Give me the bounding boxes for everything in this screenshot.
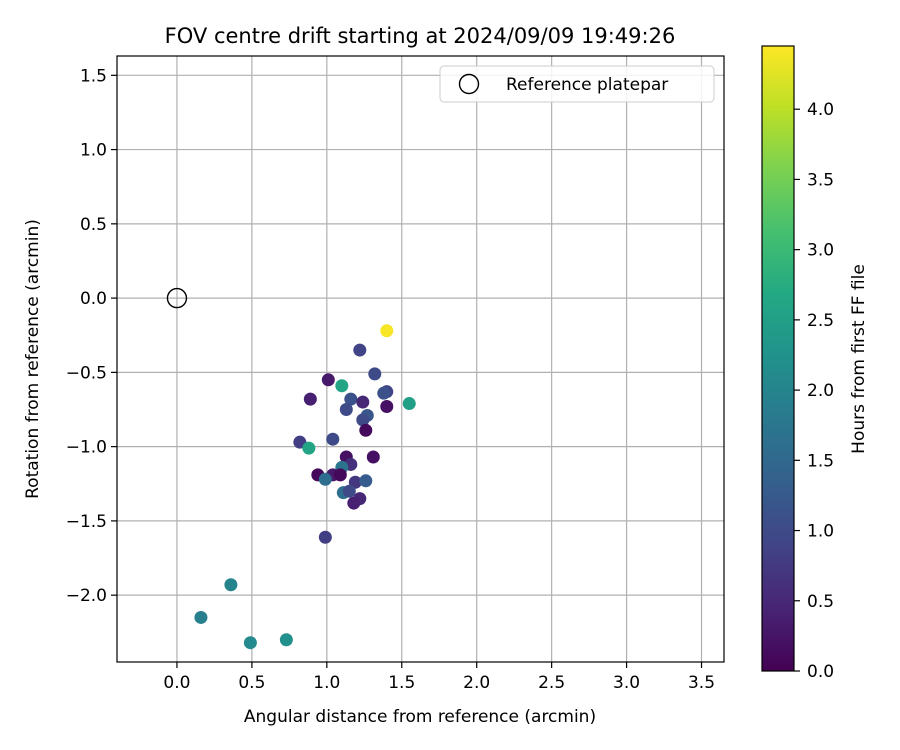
data-point (335, 379, 349, 393)
colorbar-label: Hours from first FF file (849, 264, 869, 454)
chart-title: FOV centre drift starting at 2024/09/09 … (165, 24, 676, 48)
legend-box (439, 65, 715, 103)
y-axis-label: Rotation from reference (arcmin) (23, 219, 43, 499)
legend-label-reference: Reference platepar (506, 75, 668, 95)
x-axis-ticks: 0.0 0.5 1.0 1.5 2.0 2.5 3.0 3.5 (163, 662, 715, 693)
data-point (318, 472, 332, 486)
legend-marker-reference (458, 73, 480, 95)
data-point (344, 392, 358, 406)
data-point (321, 373, 335, 387)
colorbar-ticks: 0.0 0.5 1.0 1.5 2.0 2.5 3.0 3.5 4.0 (794, 100, 834, 682)
reference-platepar-marker (166, 287, 188, 309)
data-point (194, 610, 208, 624)
y-tick-label: 1.5 (80, 66, 107, 86)
data-point (356, 395, 370, 409)
x-tick-label: 0.5 (238, 673, 265, 693)
colorbar-gradient (761, 45, 795, 672)
data-point (339, 403, 353, 416)
data-point (380, 324, 394, 338)
colorbar-tick-label: 1.0 (807, 522, 834, 542)
colorbar-tick-label: 3.0 (807, 241, 834, 261)
data-point (279, 633, 293, 647)
data-point (359, 423, 373, 437)
data-point (356, 413, 370, 427)
colorbar-tick-label: 3.5 (807, 170, 834, 190)
x-tick-label: 1.0 (313, 673, 340, 693)
data-point (302, 441, 316, 455)
colorbar-tick-label: 0.5 (807, 592, 834, 612)
y-tick-label: −1.5 (66, 512, 107, 532)
x-tick-label: 2.5 (538, 673, 565, 693)
colorbar-tick-label: 0.0 (807, 662, 834, 682)
data-point (326, 432, 340, 446)
data-point (318, 530, 332, 544)
x-tick-label: 2.0 (463, 673, 490, 693)
data-point (347, 496, 361, 510)
data-point (342, 484, 356, 498)
data-point (303, 392, 317, 406)
y-axis-ticks: −2.0 −1.5 −1.0 −0.5 0.0 0.5 1.0 1.5 (66, 66, 117, 606)
colorbar-tick-label: 2.5 (807, 311, 834, 331)
plot-frame (116, 55, 725, 663)
x-tick-label: 3.5 (688, 673, 715, 693)
data-point (366, 450, 380, 464)
data-point (224, 578, 238, 592)
y-tick-label: −1.0 (66, 438, 107, 458)
y-tick-label: 0.5 (80, 215, 107, 235)
data-point (243, 636, 257, 650)
colorbar-tick-label: 1.5 (807, 451, 834, 471)
y-tick-label: 1.0 (80, 141, 107, 161)
x-tick-label: 0.0 (163, 673, 190, 693)
data-point (333, 468, 347, 482)
data-points (194, 324, 416, 650)
colorbar: 0.0 0.5 1.0 1.5 2.0 2.5 3.0 3.5 4.0 Hours from f… (761, 45, 869, 682)
data-point (353, 343, 367, 357)
legend: Reference platepar (439, 65, 715, 103)
x-tick-label: 1.5 (388, 673, 415, 693)
x-tick-label: 3.0 (613, 673, 640, 693)
colorbar-tick-label: 2.0 (807, 381, 834, 401)
data-point (368, 367, 382, 381)
data-point (377, 386, 391, 400)
y-tick-label: 0.0 (80, 289, 107, 309)
y-tick-label: −0.5 (66, 363, 107, 383)
data-point (380, 400, 394, 414)
y-tick-label: −2.0 (66, 586, 107, 606)
data-point (402, 397, 416, 411)
data-point (359, 474, 373, 488)
grid (117, 56, 724, 662)
x-axis-label: Angular distance from reference (arcmin) (244, 707, 596, 727)
reference-marker-layer (166, 287, 188, 309)
colorbar-tick-label: 4.0 (807, 100, 834, 120)
